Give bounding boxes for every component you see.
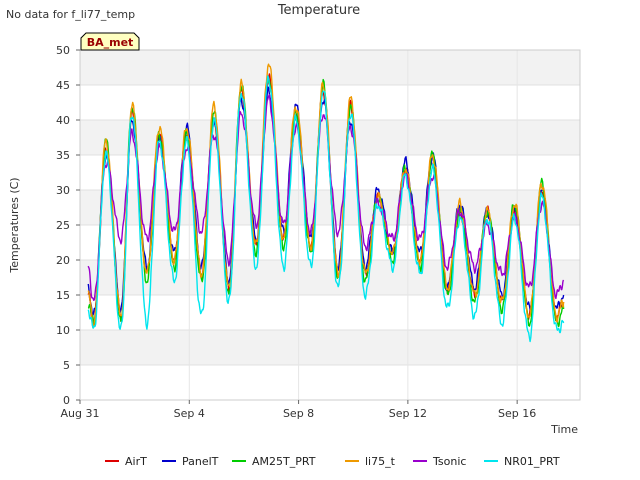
badge-shape xyxy=(80,32,140,51)
x-tick-label: Sep 16 xyxy=(498,407,536,420)
plot-band xyxy=(80,85,580,120)
x-tick-label: Sep 8 xyxy=(283,407,314,420)
legend: AirT PanelT AM25T_PRT li75_t Tsonic NR01_PRT xyxy=(105,455,560,468)
legend-label-airt: AirT xyxy=(125,455,147,468)
legend-label-li75-t: li75_t xyxy=(365,455,396,468)
badge: BA_met xyxy=(80,32,140,51)
y-tick-label: 35 xyxy=(56,149,70,162)
y-tick-label: 30 xyxy=(56,184,70,197)
plot-band xyxy=(80,190,580,225)
series-line-li75-t xyxy=(87,63,565,329)
y-tick-label: 50 xyxy=(56,44,70,57)
y-tick-label: 15 xyxy=(56,289,70,302)
chart-title: Temperature xyxy=(277,3,360,18)
legend-label-tsonic: Tsonic xyxy=(432,455,466,468)
series-layer xyxy=(87,63,565,343)
series-line-tsonic xyxy=(87,94,565,301)
plot-band xyxy=(80,295,580,330)
y-tick-label: 5 xyxy=(63,359,70,372)
y-axis-label: Temperatures (C) xyxy=(8,177,21,273)
plot-band xyxy=(80,120,580,155)
plot-band xyxy=(80,365,580,400)
y-tick-label: 40 xyxy=(56,114,70,127)
legend-label-nr01-prt: NR01_PRT xyxy=(504,455,560,468)
legend-label-am25t-prt: AM25T_PRT xyxy=(252,455,316,468)
badge-label: BA_met xyxy=(87,36,134,49)
y-tick-label: 45 xyxy=(56,79,70,92)
no-data-note: No data for f_li77_temp xyxy=(6,8,135,21)
y-axis: 0 5 10 15 20 25 30 35 40 45 50 xyxy=(56,44,80,407)
x-tick-label: Sep 4 xyxy=(174,407,205,420)
x-axis-label: Time xyxy=(550,423,578,436)
x-axis: Aug 31 Sep 4 Sep 8 Sep 12 Sep 16 xyxy=(61,400,536,420)
y-tick-label: 0 xyxy=(63,394,70,407)
series-line-nr01-prt xyxy=(87,75,565,343)
y-tick-label: 20 xyxy=(56,254,70,267)
plot-band xyxy=(80,50,580,85)
y-tick-label: 10 xyxy=(56,324,70,337)
y-tick-label: 25 xyxy=(56,219,70,232)
legend-label-panelt: PanelT xyxy=(182,455,219,468)
x-tick-label: Sep 12 xyxy=(389,407,427,420)
plot-band xyxy=(80,330,580,365)
plot-band xyxy=(80,225,580,260)
x-tick-label: Aug 31 xyxy=(61,407,100,420)
